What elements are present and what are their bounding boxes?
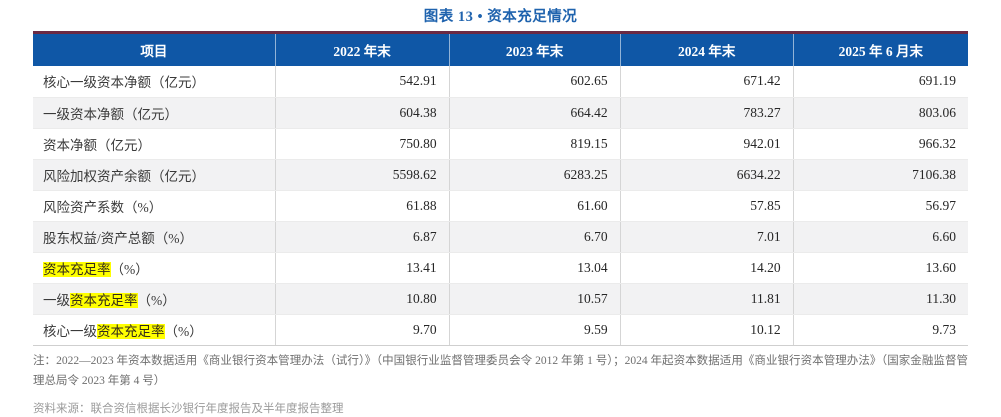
- value-cell: 671.42: [619, 66, 794, 98]
- row-label: 资本净额（亿元）: [33, 128, 276, 160]
- row-label: 资本充足率（%）: [33, 252, 276, 284]
- column-header-2022: 2022 年末: [274, 34, 450, 66]
- table-row: 资本充足率（%） 13.41 13.04 14.20 13.60: [33, 252, 968, 284]
- value-cell: 783.27: [619, 97, 794, 129]
- value-cell: 13.04: [448, 252, 621, 284]
- label-text: 股东权益/资产总额（%）: [43, 230, 193, 246]
- label-text: 风险资产系数（%）: [43, 199, 163, 215]
- table-row: 风险加权资产余额（亿元） 5598.62 6283.25 6634.22 710…: [33, 159, 968, 191]
- value-cell: 7.01: [619, 221, 794, 253]
- value-cell: 6634.22: [619, 159, 794, 191]
- value-cell: 664.42: [448, 97, 621, 129]
- value-cell: 61.60: [448, 190, 621, 222]
- value-cell: 61.88: [274, 190, 450, 222]
- table-row: 资本净额（亿元） 750.80 819.15 942.01 966.32: [33, 128, 968, 160]
- table-row: 核心一级资本净额（亿元） 542.91 602.65 671.42 691.19: [33, 66, 968, 98]
- value-cell: 56.97: [792, 190, 968, 222]
- row-label: 核心一级资本净额（亿元）: [33, 66, 276, 98]
- capital-adequacy-table: 项目 2022 年末 2023 年末 2024 年末 2025 年 6 月末 核…: [33, 31, 968, 346]
- label-text-suffix: （%）: [164, 323, 203, 339]
- value-cell: 803.06: [792, 97, 968, 129]
- label-text: 一级: [43, 292, 70, 308]
- column-header-2024: 2024 年末: [619, 34, 794, 66]
- value-cell: 942.01: [619, 128, 794, 160]
- table-row: 风险资产系数（%） 61.88 61.60 57.85 56.97: [33, 190, 968, 222]
- value-cell: 6.70: [448, 221, 621, 253]
- header-row: 项目 2022 年末 2023 年末 2024 年末 2025 年 6 月末: [33, 34, 968, 66]
- value-cell: 10.12: [619, 314, 794, 346]
- table-row: 一级资本净额（亿元） 604.38 664.42 783.27 803.06: [33, 97, 968, 129]
- label-text-suffix: （%）: [137, 292, 176, 308]
- source-note: 资料来源：联合资信根据长沙银行年度报告及半年度报告整理: [33, 402, 344, 415]
- label-text: 风险加权资产余额（亿元）: [43, 168, 205, 184]
- data-table: 项目 2022 年末 2023 年末 2024 年末 2025 年 6 月末 核…: [33, 34, 968, 346]
- value-cell: 6283.25: [448, 159, 621, 191]
- value-cell: 9.59: [448, 314, 621, 346]
- table-row: 核心一级资本充足率（%） 9.70 9.59 10.12 9.73: [33, 314, 968, 346]
- value-cell: 819.15: [448, 128, 621, 160]
- row-label: 风险资产系数（%）: [33, 190, 276, 222]
- table-row: 股东权益/资产总额（%） 6.87 6.70 7.01 6.60: [33, 221, 968, 253]
- value-cell: 10.80: [274, 283, 450, 315]
- value-cell: 7106.38: [792, 159, 968, 191]
- value-cell: 691.19: [792, 66, 968, 98]
- value-cell: 604.38: [274, 97, 450, 129]
- value-cell: 750.80: [274, 128, 450, 160]
- label-highlight: 资本充足率: [43, 261, 111, 277]
- label-text: 核心一级: [43, 323, 97, 339]
- footnote: 注：2022—2023 年资本数据适用《商业银行资本管理办法（试行）》（中国银行…: [33, 354, 968, 387]
- label-text: 资本净额（亿元）: [43, 137, 151, 153]
- label-text: 核心一级资本净额（亿元）: [43, 75, 205, 91]
- value-cell: 602.65: [448, 66, 621, 98]
- value-cell: 6.60: [792, 221, 968, 253]
- table-row: 一级资本充足率（%） 10.80 10.57 11.81 11.30: [33, 283, 968, 315]
- column-header-item: 项目: [33, 34, 276, 66]
- label-text-suffix: （%）: [110, 261, 149, 277]
- row-label: 股东权益/资产总额（%）: [33, 221, 276, 253]
- value-cell: 6.87: [274, 221, 450, 253]
- row-label: 核心一级资本充足率（%）: [33, 314, 276, 346]
- value-cell: 966.32: [792, 128, 968, 160]
- value-cell: 9.73: [792, 314, 968, 346]
- value-cell: 5598.62: [274, 159, 450, 191]
- row-label: 风险加权资产余额（亿元）: [33, 159, 276, 191]
- label-text: 一级资本净额（亿元）: [43, 106, 178, 122]
- value-cell: 13.60: [792, 252, 968, 284]
- column-header-2023: 2023 年末: [448, 34, 621, 66]
- row-label: 一级资本充足率（%）: [33, 283, 276, 315]
- value-cell: 11.81: [619, 283, 794, 315]
- label-highlight: 资本充足率: [97, 323, 165, 339]
- value-cell: 542.91: [274, 66, 450, 98]
- value-cell: 11.30: [792, 283, 968, 315]
- row-label: 一级资本净额（亿元）: [33, 97, 276, 129]
- value-cell: 57.85: [619, 190, 794, 222]
- chart-title: 图表 13 • 资本充足情况: [423, 9, 578, 25]
- value-cell: 10.57: [448, 283, 621, 315]
- label-highlight: 资本充足率: [70, 292, 138, 308]
- value-cell: 9.70: [274, 314, 450, 346]
- column-header-2025h1: 2025 年 6 月末: [792, 34, 968, 66]
- value-cell: 13.41: [274, 252, 450, 284]
- value-cell: 14.20: [619, 252, 794, 284]
